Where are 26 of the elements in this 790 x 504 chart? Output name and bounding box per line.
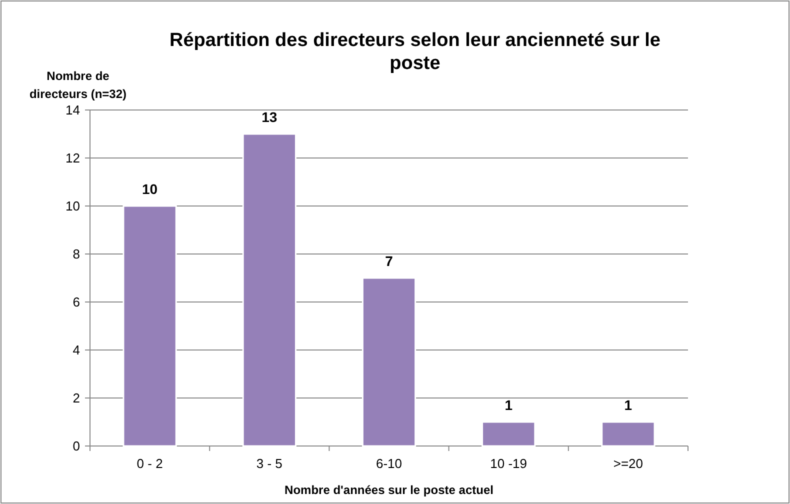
- x-axis-title: Nombre d'années sur le poste actuel: [284, 483, 494, 497]
- y-tick-label: 14: [66, 102, 80, 118]
- y-tick-label: 4: [72, 342, 80, 358]
- data-label: 10: [142, 181, 158, 197]
- y-tick-label: 12: [66, 150, 80, 166]
- y-tick-label: 0: [72, 438, 80, 454]
- y-tick-label: 8: [72, 246, 80, 262]
- bar: [122, 205, 177, 447]
- y-tick-label: 10: [66, 198, 80, 214]
- chart-title: Répartition des directeurs selon leur ancienneté sur le poste: [170, 30, 660, 74]
- data-label: 13: [262, 109, 278, 125]
- bar: [362, 277, 416, 447]
- x-tick-label: 6-10: [376, 456, 402, 471]
- data-label: 1: [624, 397, 632, 413]
- x-tick-label: 10 -19: [490, 456, 528, 471]
- data-label: 1: [504, 397, 513, 413]
- y-axis-title: Nombre de directeurs (n=32): [29, 69, 127, 101]
- bar: [482, 421, 536, 447]
- bar: [601, 421, 656, 447]
- x-tick-label: 0 - 2: [136, 456, 163, 471]
- x-tick-label: 3 - 5: [256, 456, 282, 471]
- data-label: 7: [385, 253, 394, 269]
- bar: [242, 133, 296, 447]
- y-tick-label: 6: [72, 294, 80, 310]
- y-tick-label: 2: [72, 390, 80, 406]
- x-tick-label: >=20: [613, 456, 644, 471]
